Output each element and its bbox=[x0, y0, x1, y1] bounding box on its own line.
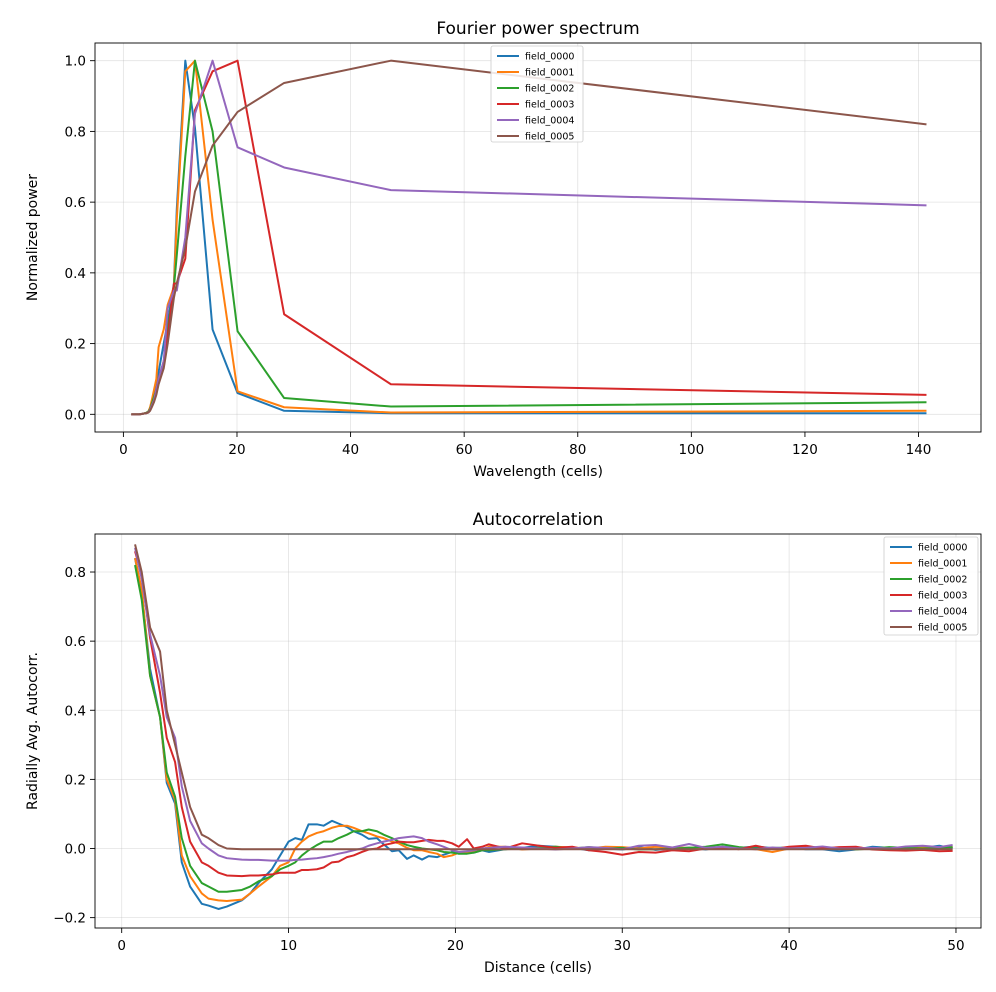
autocorr-y-axis-label: Radially Avg. Autocorr. bbox=[25, 652, 41, 810]
autocorr-legend-entry: field_0005 bbox=[918, 623, 967, 634]
autocorr-xtick-label: 10 bbox=[280, 938, 297, 954]
spectrum-xtick-label: 80 bbox=[569, 442, 586, 458]
autocorr-ytick-label: 0.8 bbox=[65, 565, 86, 581]
autocorr-xtick-label: 40 bbox=[781, 938, 798, 954]
spectrum-ytick-label: 0.6 bbox=[65, 195, 86, 211]
autocorr-ytick-label: 0.0 bbox=[65, 842, 86, 858]
spectrum-chart-title: Fourier power spectrum bbox=[436, 19, 639, 39]
spectrum-ytick-label: 0.4 bbox=[65, 266, 86, 282]
autocorr-xtick-label: 30 bbox=[614, 938, 631, 954]
autocorr-legend: field_0000 field_0001 field_0002 field_0003… bbox=[883, 536, 979, 636]
autocorr-ytick-label: 0.4 bbox=[65, 703, 86, 719]
autocorr-series-group bbox=[134, 544, 953, 910]
spectrum-x-axis-label: Wavelength (cells) bbox=[473, 464, 603, 480]
autocorr-chart-title: Autocorrelation bbox=[473, 510, 604, 530]
spectrum-xtick-label: 40 bbox=[342, 442, 359, 458]
spectrum-ytick-label: 1.0 bbox=[65, 54, 86, 70]
spectrum-xtick-label: 0 bbox=[119, 442, 128, 458]
spectrum-legend-entry: field_0003 bbox=[525, 100, 574, 111]
autocorr-axes-frame bbox=[94, 533, 982, 929]
spectrum-ytick-label: 0.0 bbox=[65, 407, 86, 423]
autocorr-legend-entry: field_0003 bbox=[918, 591, 967, 602]
autocorr-series-field-0003 bbox=[134, 551, 953, 878]
spectrum-legend: field_0000 field_0001 field_0002 field_0003… bbox=[490, 45, 584, 143]
autocorr-series-field-0005 bbox=[134, 544, 953, 851]
autocorr-ytick-label: −0.2 bbox=[53, 911, 86, 927]
spectrum-xtick-label: 20 bbox=[228, 442, 245, 458]
autocorr-xtick-label: 50 bbox=[947, 938, 964, 954]
spectrum-legend-entry: field_0002 bbox=[525, 84, 574, 95]
autocorr-ytick-label: 0.2 bbox=[65, 772, 86, 788]
spectrum-legend-box bbox=[490, 45, 584, 143]
spectrum-legend-entry: field_0004 bbox=[525, 116, 574, 127]
spectrum-y-axis-label: Normalized power bbox=[25, 174, 41, 301]
spectrum-xtick-label: 120 bbox=[792, 442, 818, 458]
autocorr-xtick-label: 20 bbox=[447, 938, 464, 954]
autocorr-legend-entry: field_0002 bbox=[918, 575, 967, 586]
spectrum-legend-entry: field_0005 bbox=[525, 132, 574, 143]
spectrum-legend-entry: field_0000 bbox=[525, 52, 574, 63]
autocorr-xtick-label: 0 bbox=[117, 938, 126, 954]
autocorr-legend-entry: field_0004 bbox=[918, 607, 967, 618]
spectrum-axes-frame bbox=[94, 42, 982, 433]
spectrum-ytick-label: 0.2 bbox=[65, 337, 86, 353]
spectrum-xtick-label: 140 bbox=[906, 442, 932, 458]
spectrum-xtick-label: 60 bbox=[456, 442, 473, 458]
power-spectrum-panel: 0 20 40 60 80 100 120 140 0.0 0.2 0.4 0.6 0.8 1.0 Four… bbox=[25, 19, 982, 480]
autocorrelation-panel: 0 10 20 30 40 50 −0.2 0.0 0.2 0.4 0.6 0.8 Autocorrel… bbox=[25, 510, 982, 976]
spectrum-xtick-label: 100 bbox=[678, 442, 704, 458]
autocorr-legend-entry: field_0000 bbox=[918, 543, 967, 554]
spectrum-series-field-0005 bbox=[131, 59, 927, 416]
autocorr-legend-entry: field_0001 bbox=[918, 559, 967, 570]
spectrum-legend-entry: field_0001 bbox=[525, 68, 574, 79]
spectrum-series-group bbox=[131, 59, 927, 416]
spectrum-ytick-label: 0.8 bbox=[65, 124, 86, 140]
autocorr-ytick-label: 0.6 bbox=[65, 634, 86, 650]
autocorr-x-axis-label: Distance (cells) bbox=[484, 960, 592, 976]
